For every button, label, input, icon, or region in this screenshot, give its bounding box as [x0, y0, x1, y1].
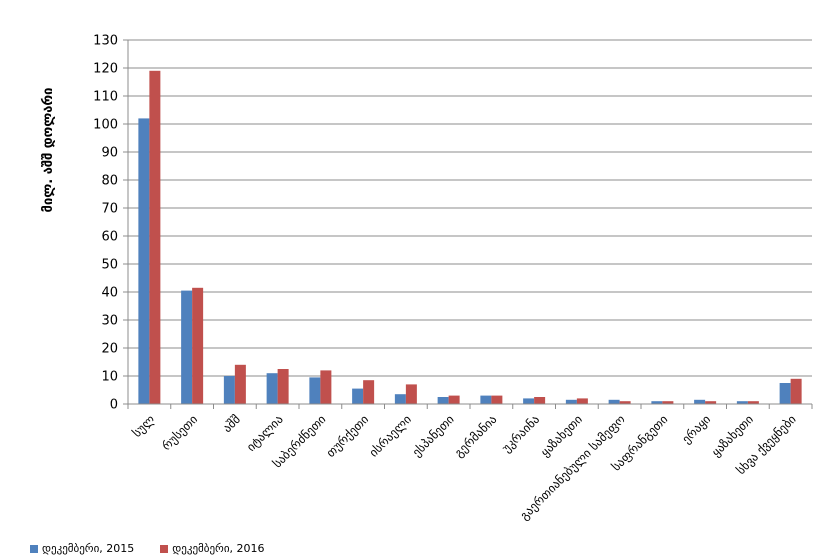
- bar: [523, 398, 535, 404]
- y-axis-ticks: 0 10 20 30 40 50 60 70 80 90 100 110 120 130: [93, 34, 128, 413]
- y-axis-label: მილ. აშშ დოლარი: [41, 88, 56, 213]
- y-tick-label: 60: [101, 230, 118, 245]
- y-tick-label: 70: [101, 202, 118, 217]
- bar: [534, 397, 546, 404]
- bar: [694, 399, 706, 404]
- bar: [747, 401, 759, 404]
- bar: [437, 397, 449, 404]
- y-tick-label: 120: [93, 62, 118, 77]
- x-category-label: ისრაელი: [366, 412, 414, 460]
- bar: [394, 394, 406, 404]
- x-category-label: სულ: [130, 412, 158, 440]
- bar: [277, 369, 289, 404]
- bar: [405, 384, 417, 404]
- y-tick-label: 130: [93, 34, 118, 49]
- y-tick-label: 100: [93, 118, 118, 133]
- bar: [491, 395, 503, 404]
- legend-swatch-2016: [160, 544, 169, 553]
- bar: [223, 376, 235, 404]
- legend-label-2015: დეკემბერი, 2015: [42, 542, 135, 555]
- bar: [565, 399, 577, 404]
- legend-item-2016: დეკემბერი, 2016: [160, 542, 265, 555]
- bars: [138, 70, 802, 405]
- y-tick-label: 10: [101, 370, 118, 385]
- bar: [234, 364, 246, 404]
- bar: [736, 401, 748, 404]
- bar: [266, 373, 278, 404]
- legend: დეკემბერი, 2015 დეკემბერი, 2016: [30, 542, 265, 555]
- bar: [576, 398, 588, 404]
- y-tick-label: 50: [101, 258, 118, 273]
- x-category-label: აშშ: [220, 412, 243, 435]
- axes: [127, 40, 813, 409]
- bar: [779, 383, 791, 404]
- legend-swatch-2015: [30, 544, 38, 553]
- bar: [662, 401, 674, 404]
- x-category-label: თურქეთი: [324, 412, 372, 460]
- bar: [309, 377, 321, 404]
- bar: [138, 118, 150, 405]
- x-axis-category-labels: სულ რუსეთი აშშ იტალიასაბერძნეთითურქეთიისრაე…: [130, 412, 799, 523]
- bar: [320, 370, 332, 404]
- bar: [181, 290, 193, 404]
- x-category-label: უკრაინა: [499, 412, 542, 455]
- bar: [448, 395, 460, 404]
- y-tick-label: 20: [101, 342, 118, 357]
- bar: [192, 287, 204, 404]
- bar: [352, 388, 364, 404]
- bar: [480, 395, 492, 404]
- bar: [705, 401, 717, 404]
- y-tick-label: 40: [101, 286, 118, 301]
- gridlines: [128, 39, 812, 377]
- x-category-label: გერმანია: [452, 412, 500, 460]
- y-tick-label: 90: [101, 146, 118, 161]
- bar: [363, 380, 375, 404]
- y-tick-label: 30: [101, 314, 118, 329]
- y-tick-label: 80: [101, 174, 118, 189]
- bar: [608, 399, 620, 404]
- bar: [619, 401, 631, 404]
- x-category-label: ესპანეთი: [410, 412, 457, 459]
- legend-item-2015: დეკემბერი, 2015: [30, 542, 134, 555]
- bar: [651, 401, 663, 404]
- x-category-label: ერაყი: [679, 412, 713, 446]
- x-category-label: რუსეთი: [159, 412, 200, 453]
- y-tick-label: 0: [110, 398, 118, 413]
- x-category-label: იტალია: [244, 412, 286, 454]
- bar: [149, 70, 161, 405]
- legend-label-2016: დეკემბერი, 2016: [172, 542, 265, 555]
- bar: [790, 378, 802, 404]
- y-tick-label: 110: [93, 90, 118, 105]
